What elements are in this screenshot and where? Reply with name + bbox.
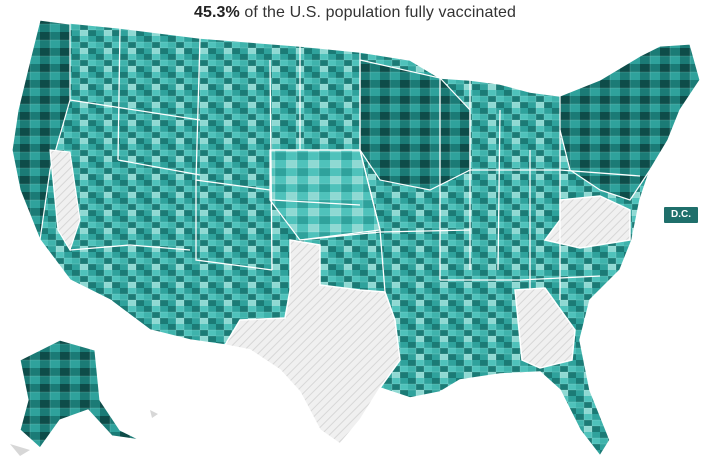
upper-midwest-region [359, 59, 471, 191]
map-title: 45.3% of the U.S. population fully vacci… [0, 4, 710, 22]
northeast-region [559, 43, 701, 201]
vaccinated-percent: 45.3% [193, 4, 240, 21]
pacific-coast-region [11, 19, 71, 243]
nevada-partial-no-data [49, 149, 81, 252]
virginia-no-data [543, 195, 631, 249]
alaska-islands [10, 410, 158, 456]
alaska [19, 339, 141, 449]
texas-no-data [223, 239, 401, 446]
georgia-no-data [514, 287, 576, 369]
title-text: of the U.S. population fully vaccinated [239, 4, 517, 21]
state-borders [69, 27, 641, 300]
dc-label: D.C. [663, 206, 699, 224]
